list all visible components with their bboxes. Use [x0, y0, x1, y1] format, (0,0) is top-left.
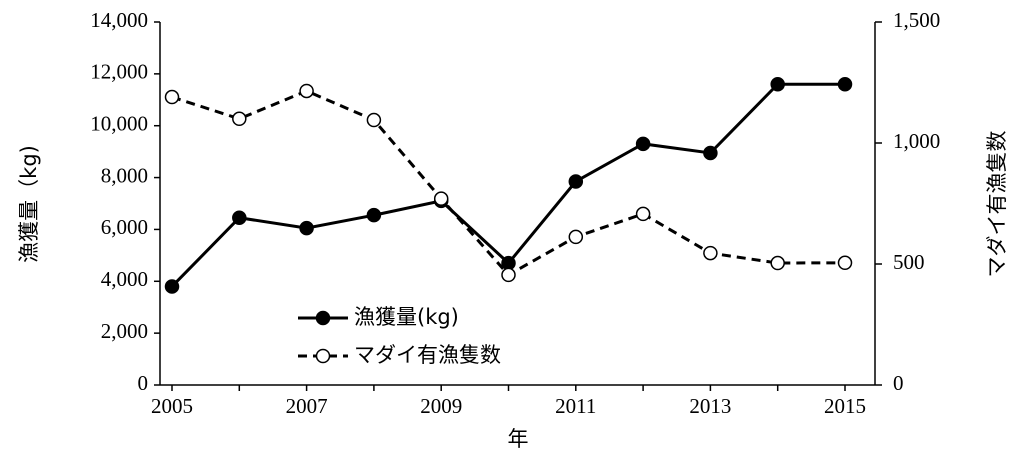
marker	[299, 220, 314, 236]
y2-tick-label: 1,500	[893, 8, 940, 32]
y-tick-label: 4,000	[101, 267, 148, 291]
marker	[501, 267, 516, 283]
x-tick-label: 2015	[824, 394, 866, 418]
y-tick-label: 6,000	[101, 215, 148, 239]
marker	[703, 245, 718, 261]
legend-label: 漁獲量(kg)	[354, 305, 459, 329]
y-tick-label: 10,000	[90, 112, 148, 136]
y2-tick-label: 500	[893, 250, 925, 274]
marker	[837, 76, 853, 92]
marker	[568, 229, 584, 245]
marker	[366, 207, 382, 223]
x-tick-label: 2005	[151, 394, 193, 418]
marker	[433, 191, 449, 206]
x-axis-title: 年	[508, 427, 529, 451]
x-tick-label: 2009	[420, 394, 462, 418]
y2-tick-label: 1,000	[893, 129, 940, 153]
y-tick-label: 14,000	[90, 8, 148, 32]
y-axis-title: 漁獲量（kg)	[17, 145, 41, 263]
marker	[703, 145, 718, 161]
y2-axis-title: マダイ有漁隻数	[985, 131, 1009, 278]
marker	[164, 279, 180, 294]
legend-label: マダイ有漁隻数	[354, 343, 501, 367]
y-tick-label: 2,000	[101, 319, 148, 343]
x-tick-label: 2013	[689, 394, 731, 418]
marker	[568, 174, 584, 189]
marker	[232, 210, 247, 226]
y-tick-label: 12,000	[90, 60, 148, 84]
legend-marker	[315, 310, 331, 326]
marker	[232, 111, 247, 127]
marker	[164, 89, 180, 105]
marker	[366, 112, 382, 128]
marker	[635, 206, 651, 222]
marker	[635, 136, 651, 152]
marker	[837, 255, 853, 271]
y-tick-label: 0	[138, 371, 149, 395]
marker	[770, 76, 785, 92]
y2-tick-label: 0	[893, 371, 904, 395]
marker	[770, 255, 785, 271]
legend-marker	[315, 348, 331, 364]
x-tick-label: 2011	[555, 394, 596, 418]
y-tick-label: 8,000	[101, 163, 148, 187]
marker	[299, 83, 314, 99]
x-tick-label: 2007	[286, 394, 328, 418]
